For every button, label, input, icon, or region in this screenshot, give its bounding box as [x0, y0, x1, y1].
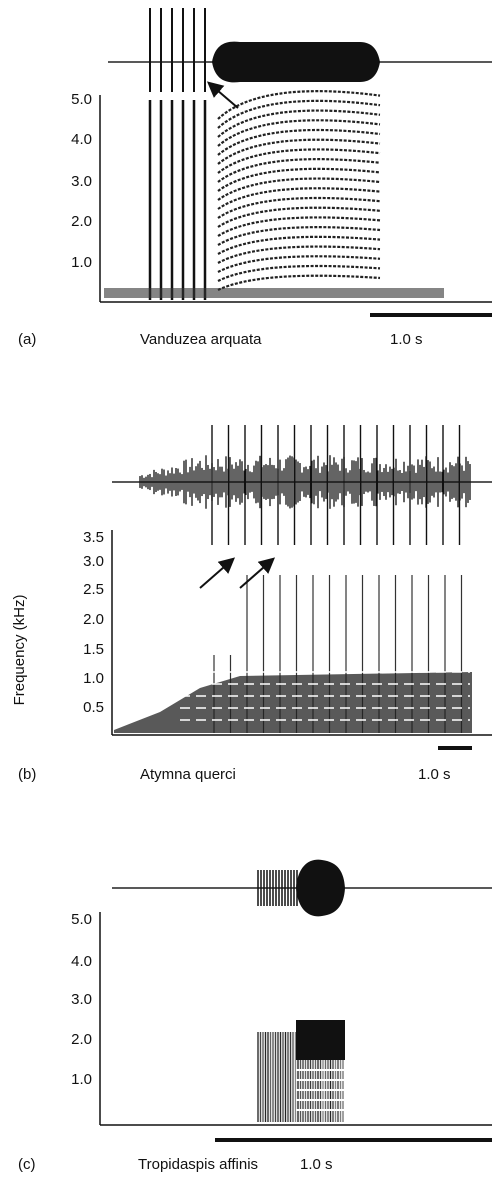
y-tick-label: 0.5: [83, 699, 104, 716]
decor: [217, 255, 381, 273]
decor: [217, 128, 381, 156]
y-tick-label: 5.0: [71, 91, 92, 108]
decor: [217, 245, 381, 264]
decor: [217, 148, 381, 174]
scale-label: 1.0 s: [390, 331, 423, 348]
arrow: [206, 81, 239, 109]
arrow: [199, 557, 236, 589]
decor: [104, 288, 444, 298]
y-tick-label: 2.0: [83, 611, 104, 628]
decor: [212, 41, 380, 83]
decor: [217, 196, 381, 219]
decor: [217, 216, 381, 237]
decor: [217, 226, 381, 246]
spectrogram-art: [104, 8, 492, 1122]
y-tick-label: 3.0: [71, 173, 92, 190]
decor: [114, 672, 472, 733]
decor: [217, 264, 381, 282]
species-name: Vanduzea arquata: [140, 331, 262, 348]
decor: [217, 99, 381, 129]
panel-label: (b): [18, 766, 36, 783]
decor: [217, 109, 381, 138]
decor: [296, 1020, 345, 1060]
y-tick-label: 1.5: [83, 641, 104, 658]
y-tick-label: 5.0: [71, 911, 92, 928]
y-tick-label: 2.5: [83, 581, 104, 598]
y-tick-label: 4.0: [71, 953, 92, 970]
decor: [217, 274, 381, 291]
decor: [217, 167, 381, 192]
species-name: Tropidaspis affinis: [138, 1156, 258, 1173]
y-tick-label: 3.0: [71, 991, 92, 1008]
y-tick-label: 4.0: [71, 131, 92, 148]
arrow: [239, 557, 276, 589]
panel-label: (c): [18, 1156, 36, 1173]
scale-label: 1.0 s: [418, 766, 451, 783]
y-tick-label: 3.0: [83, 553, 104, 570]
panel-label: (a): [18, 331, 36, 348]
y-tick-label: 2.0: [71, 1031, 92, 1048]
scale-label: 1.0 s: [300, 1156, 333, 1173]
decor: [217, 235, 381, 255]
decor: [296, 859, 345, 917]
decor: [217, 158, 381, 183]
y-tick-label: 1.0: [83, 670, 104, 687]
decor: [217, 119, 381, 147]
species-name: Atymna querci: [140, 766, 236, 783]
decor: [217, 177, 381, 201]
y-tick-label: 3.5: [83, 529, 104, 546]
y-tick-label: 1.0: [71, 1071, 92, 1088]
y-tick-label: 2.0: [71, 213, 92, 230]
decor: [217, 206, 381, 228]
y-axis-label: Frequency (kHz): [11, 595, 28, 706]
y-tick-label: 1.0: [71, 254, 92, 271]
decor: [217, 90, 381, 120]
decor: [217, 187, 381, 210]
